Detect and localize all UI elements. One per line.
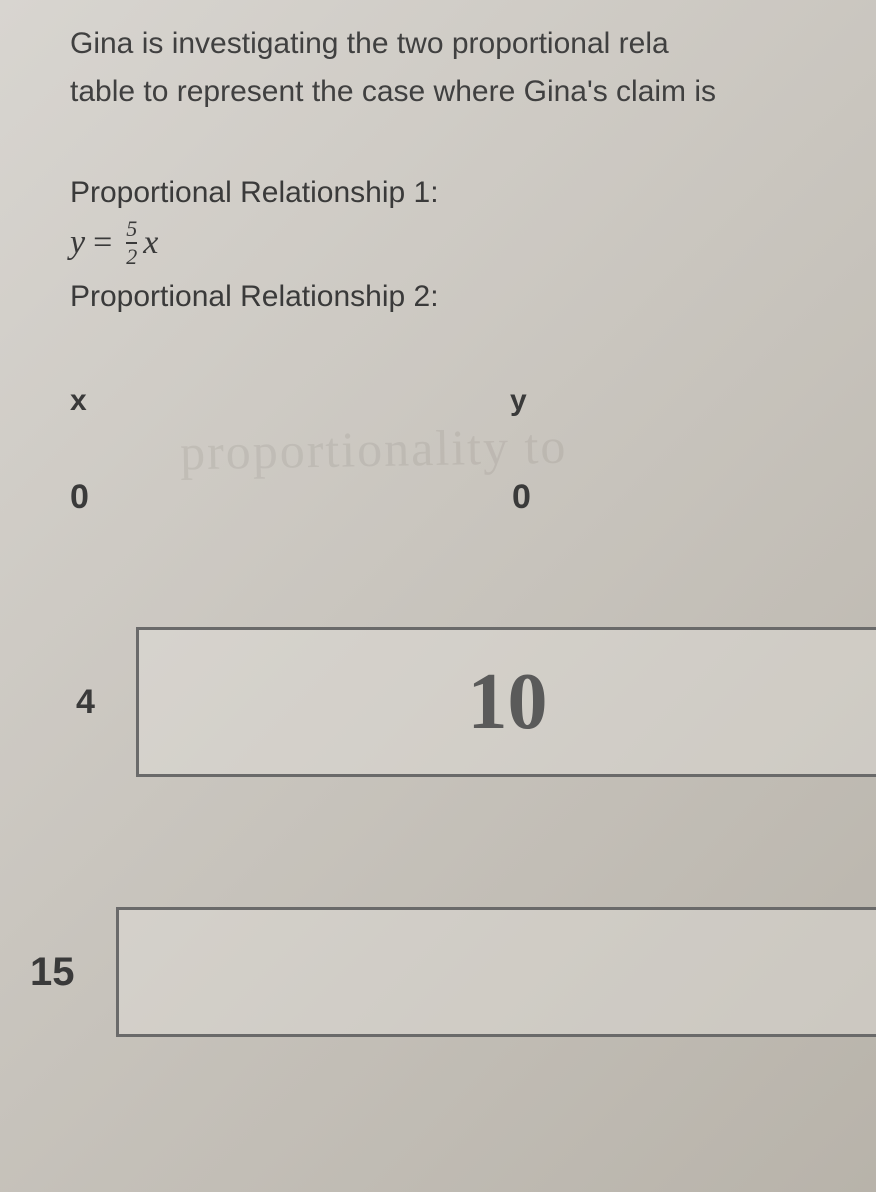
- problem-line-2: table to represent the case where Gina's…: [70, 75, 716, 108]
- relationship-1-equation: y = 5 2 x: [70, 218, 876, 268]
- problem-line-1: Gina is investigating the two proportion…: [70, 27, 669, 60]
- table-header-row: x y: [70, 384, 876, 418]
- equation-equals: =: [93, 224, 112, 262]
- problem-statement: Gina is investigating the two proportion…: [70, 20, 876, 116]
- cell-y-0: 0: [170, 478, 876, 517]
- answer-input-2[interactable]: [116, 907, 876, 1037]
- relationship-2-table: x y 0 0 4 10 15: [70, 384, 876, 1037]
- header-y: y: [170, 384, 876, 418]
- fraction-denominator: 2: [126, 242, 137, 268]
- fraction-numerator: 5: [126, 218, 137, 242]
- table-row: 15: [70, 907, 876, 1037]
- relationship-2-heading: Proportional Relationship 2:: [70, 280, 876, 314]
- equation-fraction: 5 2: [126, 218, 137, 268]
- table-row: 0 0: [70, 478, 876, 517]
- cell-x-2: 15: [30, 950, 116, 995]
- worksheet-page: Gina is investigating the two proportion…: [0, 0, 876, 1037]
- cell-y-2: [116, 907, 876, 1037]
- cell-x-1: 4: [70, 683, 136, 722]
- relationship-1-heading: Proportional Relationship 1:: [70, 176, 876, 210]
- header-x: x: [70, 384, 170, 418]
- equation-y: y: [70, 224, 85, 262]
- table-row: 4 10: [70, 627, 876, 777]
- answer-input-1[interactable]: 10: [136, 627, 876, 777]
- cell-y-1: 10: [136, 627, 876, 777]
- cell-x-0: 0: [70, 478, 170, 517]
- equation-x: x: [143, 224, 158, 262]
